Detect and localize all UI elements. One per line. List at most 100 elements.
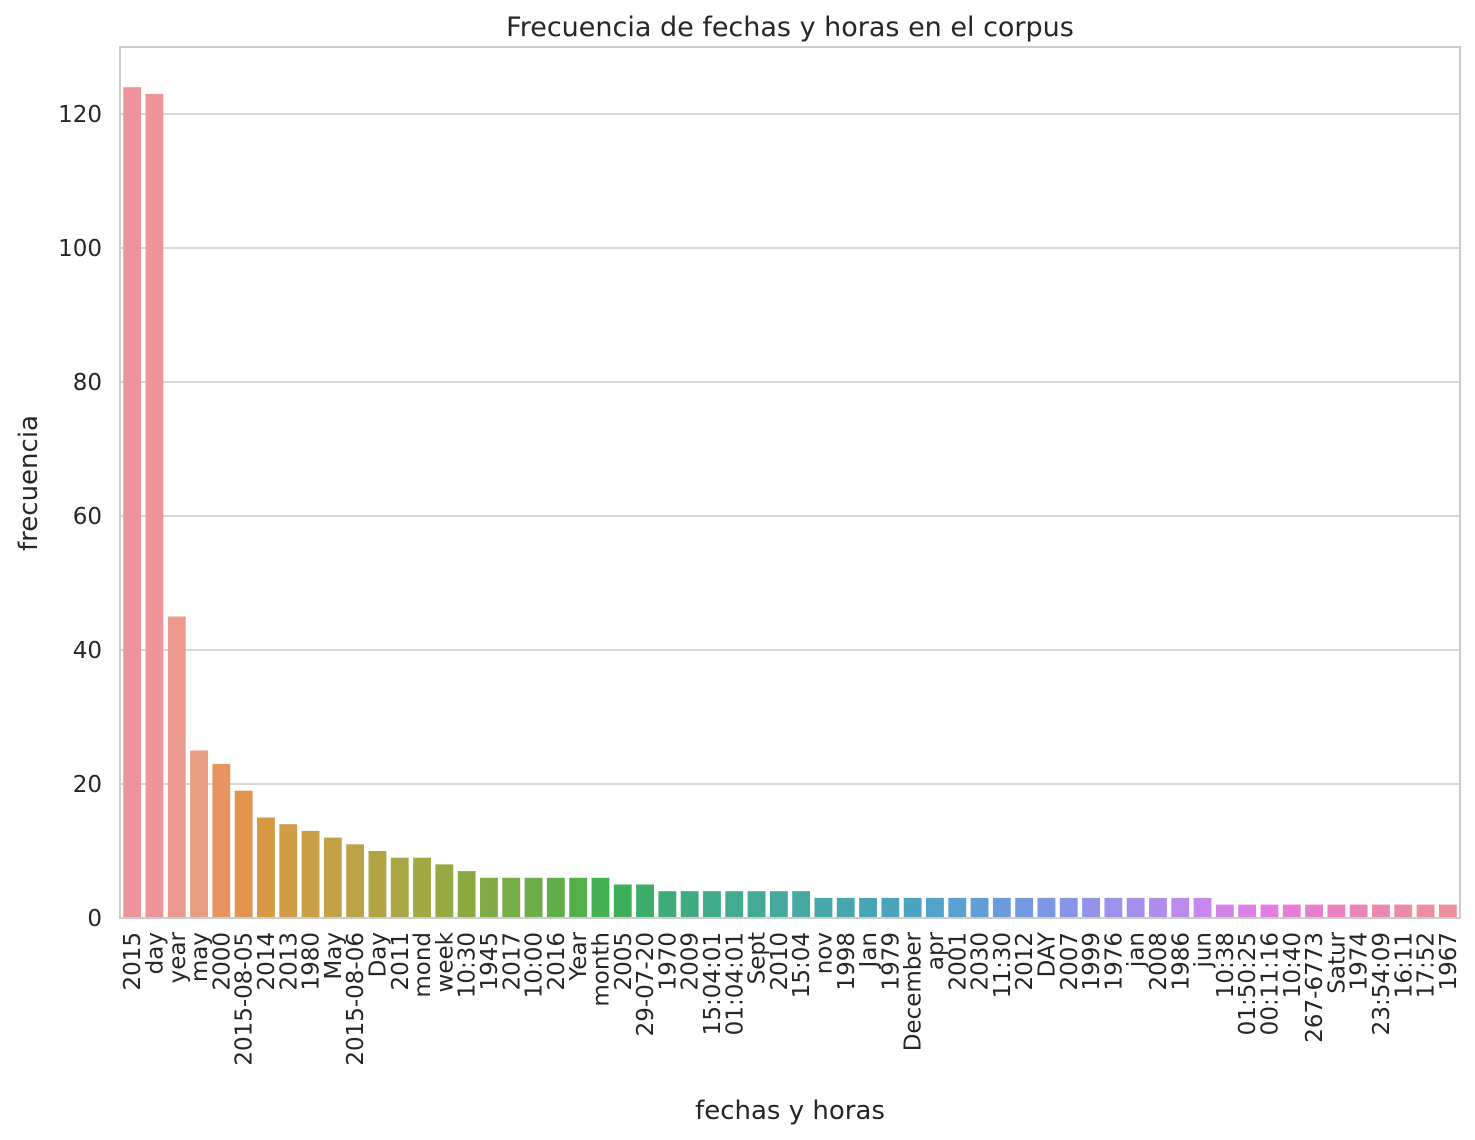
gridlines bbox=[120, 113, 1460, 785]
x-tick-label: December bbox=[901, 931, 927, 1051]
bar bbox=[1082, 897, 1100, 918]
x-tick-label: 2009 bbox=[678, 932, 704, 991]
x-tick-label: Year bbox=[566, 931, 592, 981]
x-tick-label: 1976 bbox=[1101, 932, 1127, 991]
x-tick-label: 10:00 bbox=[522, 932, 548, 998]
x-tick-label: Day bbox=[365, 932, 391, 977]
bar bbox=[480, 877, 498, 918]
bar bbox=[1305, 904, 1323, 918]
x-axis-label: fechas y horas bbox=[695, 1096, 885, 1126]
bar bbox=[747, 891, 766, 918]
bar bbox=[680, 891, 699, 918]
bar bbox=[1015, 897, 1034, 918]
x-tick-label: 2016 bbox=[544, 932, 570, 991]
bar bbox=[123, 87, 142, 918]
bar bbox=[1059, 897, 1078, 918]
bar bbox=[1394, 904, 1413, 918]
x-tick-label: 15:04:01 bbox=[700, 932, 726, 1035]
x-tick-label: 10:30 bbox=[455, 932, 481, 998]
x-tick-label: 1998 bbox=[834, 932, 860, 991]
bar bbox=[1037, 897, 1056, 918]
bar bbox=[992, 897, 1011, 918]
x-tick-label: 1945 bbox=[477, 932, 503, 991]
x-tick-label: 2013 bbox=[276, 932, 302, 991]
x-tick-label: jun bbox=[1191, 932, 1217, 969]
x-tick-label: 267-6773 bbox=[1302, 932, 1328, 1043]
y-tick-label: 80 bbox=[73, 370, 102, 396]
x-tick-label: 1970 bbox=[655, 932, 681, 991]
x-tick-label: 1979 bbox=[878, 932, 904, 991]
x-tick-label: 2001 bbox=[945, 932, 971, 991]
x-tick-label: 2014 bbox=[254, 932, 280, 991]
bar bbox=[1282, 904, 1301, 918]
x-tick-label: week bbox=[432, 931, 458, 992]
y-tick-label: 60 bbox=[73, 504, 102, 530]
bar bbox=[190, 750, 208, 918]
x-tick-label: 1980 bbox=[299, 932, 325, 991]
x-tick-label: 11:30 bbox=[990, 932, 1016, 998]
x-tick-label: 2005 bbox=[611, 932, 637, 991]
bar bbox=[926, 897, 944, 918]
bar bbox=[1416, 904, 1435, 918]
x-tick-label: 2012 bbox=[1012, 932, 1038, 991]
bar bbox=[1349, 904, 1368, 918]
plot-frame bbox=[119, 46, 1461, 919]
bar bbox=[769, 891, 788, 918]
bar bbox=[390, 857, 409, 918]
bar bbox=[257, 817, 275, 918]
x-tick-label: year bbox=[165, 931, 191, 983]
y-tick-label: 0 bbox=[87, 906, 102, 932]
x-tick-label: 1974 bbox=[1347, 932, 1373, 991]
bar bbox=[145, 93, 164, 918]
y-tick-label: 100 bbox=[58, 236, 102, 262]
x-tick-label: apr bbox=[923, 931, 949, 970]
bar bbox=[836, 897, 855, 918]
x-tick-label: 16:11 bbox=[1391, 932, 1417, 998]
x-tick-label: month bbox=[588, 932, 614, 1007]
bar bbox=[1260, 904, 1279, 918]
x-tick-label: 1986 bbox=[1168, 932, 1194, 991]
x-tick-label: 2017 bbox=[499, 932, 525, 991]
bar bbox=[167, 616, 186, 918]
x-tick-label: Satur bbox=[1324, 931, 1350, 993]
bar bbox=[948, 897, 967, 918]
x-tick-label: 2015-08-06 bbox=[343, 932, 369, 1066]
bar bbox=[703, 891, 721, 918]
x-tick-label: 2000 bbox=[209, 932, 235, 991]
bar bbox=[1193, 897, 1212, 918]
bar bbox=[435, 864, 454, 918]
x-tick-label: 1967 bbox=[1436, 932, 1462, 991]
bar bbox=[658, 891, 677, 918]
bar bbox=[569, 877, 588, 918]
x-tick-label: 1999 bbox=[1079, 932, 1105, 991]
x-tick-label: 15:04 bbox=[789, 932, 815, 998]
chart-title: Frecuencia de fechas y horas en el corpu… bbox=[506, 12, 1074, 43]
bar bbox=[792, 891, 811, 918]
bar bbox=[1126, 897, 1145, 918]
y-tick-label: 120 bbox=[58, 102, 102, 128]
bar bbox=[279, 824, 298, 918]
x-tick-label: 00:11:16 bbox=[1257, 932, 1283, 1035]
x-tick-label: mond bbox=[410, 932, 436, 998]
bar bbox=[1327, 904, 1346, 918]
bar bbox=[323, 837, 342, 918]
x-tick-label: 2010 bbox=[767, 932, 793, 991]
x-axis-ticks: 2015dayyearmay20002015-08-05201420131980… bbox=[120, 931, 1462, 1066]
bar bbox=[457, 871, 476, 918]
x-tick-label: 01:04:01 bbox=[722, 932, 748, 1035]
bar bbox=[814, 897, 833, 918]
x-tick-label: may bbox=[187, 932, 213, 982]
bar bbox=[346, 844, 365, 918]
bar bbox=[903, 897, 922, 918]
bar bbox=[413, 857, 431, 918]
x-tick-label: 10:40 bbox=[1280, 932, 1306, 998]
x-tick-label: 2015 bbox=[120, 932, 146, 991]
bar bbox=[502, 877, 521, 918]
x-tick-label: nov bbox=[811, 932, 837, 974]
x-tick-label: 2007 bbox=[1057, 932, 1083, 991]
x-tick-label: 23:54:09 bbox=[1369, 932, 1395, 1035]
bar bbox=[234, 790, 253, 918]
bar bbox=[524, 877, 543, 918]
bar bbox=[1372, 904, 1390, 918]
